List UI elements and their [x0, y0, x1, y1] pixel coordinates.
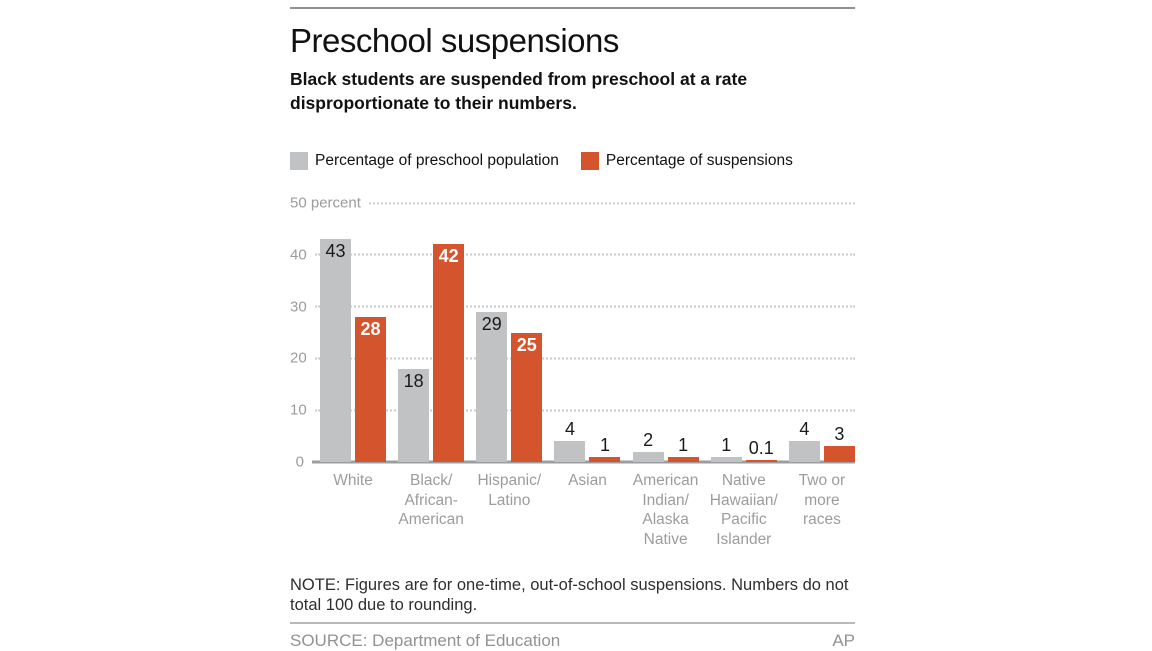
bar-chart: 50 percent 40 30 20 10 0 43 28 White 18 42 Black/ A…: [290, 195, 855, 548]
legend: Percentage of preschool population Perce…: [290, 152, 855, 170]
bar-population: 4: [554, 419, 586, 462]
bar-value-label: 2: [643, 429, 654, 450]
bar-value-label: 1: [678, 434, 689, 455]
category-label: Asian: [568, 472, 607, 489]
bar-groups: 43 28 White 18 42 Black/ African- American 29 2…: [320, 203, 855, 548]
bar-group: 18 42 Black/ African- American: [398, 203, 465, 528]
source-text: SOURCE: Department of Education: [290, 631, 561, 650]
bar-suspensions: 3: [823, 424, 855, 462]
bar-population: 18: [398, 368, 430, 462]
chart-title: Preschool suspensions: [290, 22, 619, 59]
x-axis-baseline: [312, 460, 855, 464]
gridline-row-20: 20: [290, 350, 855, 367]
bar-group: 43 28 White: [320, 203, 386, 489]
legend-item-population: Percentage of preschool population: [290, 152, 559, 170]
top-rule: [290, 7, 855, 9]
bar-suspensions: 28: [355, 316, 386, 462]
bar-value-label: 1: [599, 434, 610, 455]
gridline-row-0: 0: [290, 454, 855, 471]
bottom-rule: [290, 622, 855, 624]
bar-value-label: 25: [516, 334, 537, 355]
bar-value-label: 18: [403, 370, 424, 391]
bar-suspensions: 0.1: [745, 438, 777, 462]
bar-suspensions: 42: [433, 244, 465, 462]
category-label: American Indian/ Alaska Native: [632, 472, 699, 548]
y-tick-label: 0: [295, 453, 304, 471]
category-label: Two or more races: [798, 472, 846, 528]
graphic-container: Preschool suspensions Black students are…: [290, 0, 855, 651]
gridline-row-30: 30: [290, 298, 855, 315]
bar-population: 4: [788, 419, 820, 462]
category-label: Black/ African- American: [398, 472, 464, 528]
y-tick-label: 10: [290, 401, 307, 419]
bar-group: 4 1 Asian: [554, 203, 621, 489]
y-tick-label: 40: [290, 246, 307, 264]
bar-value-label: 43: [325, 241, 346, 262]
credit-text: AP: [832, 631, 855, 650]
bar-population: 1: [710, 435, 742, 462]
bar-population: 29: [476, 311, 508, 462]
bar-value-label: 1: [721, 434, 732, 455]
bar-value-label: 29: [481, 313, 502, 334]
bar-group: 1 0.1 Native Hawaiian/ Pacific Islander: [710, 203, 778, 548]
legend-label-suspensions: Percentage of suspensions: [605, 152, 793, 169]
note-text: NOTE: Figures are for one-time, out-of-s…: [290, 576, 849, 614]
bar-population: 2: [632, 430, 664, 462]
bar-value-label: 42: [438, 246, 459, 267]
bar-population: 43: [320, 239, 351, 462]
gridline-row-40: 40: [290, 246, 855, 263]
gridline: [314, 305, 855, 308]
bar-value-label: 4: [564, 419, 575, 440]
gridline: [314, 253, 855, 256]
category-label: Native Hawaiian/ Pacific Islander: [709, 472, 778, 548]
legend-label-population: Percentage of preschool population: [315, 152, 559, 169]
bar-suspensions: 1: [667, 435, 699, 462]
chart-subtitle: Black students are suspended from presch…: [290, 69, 748, 113]
suspensions-swatch-icon: [580, 152, 599, 170]
population-swatch-icon: [290, 152, 308, 170]
bar-group: 2 1 American Indian/ Alaska Native: [632, 203, 699, 548]
bar-value-label: 0.1: [748, 438, 774, 458]
gridline-row-10: 10: [290, 402, 855, 419]
y-tick-label: 50 percent: [290, 194, 361, 212]
source-row: SOURCE: Department of Education AP: [290, 631, 855, 651]
bar-value-label: 3: [834, 424, 845, 445]
gridline: [368, 202, 855, 204]
category-label: White: [333, 472, 373, 489]
category-label: Hispanic/ Latino: [477, 472, 542, 509]
gridline: [314, 409, 855, 412]
bar-group: 29 25 Hispanic/ Latino: [476, 203, 543, 509]
gridline: [314, 357, 855, 360]
bar-value-label: 4: [799, 419, 810, 440]
bar-group: 4 3 Two or more races: [788, 203, 855, 528]
bar-value-label: 28: [360, 318, 381, 339]
bar-suspensions: 1: [589, 435, 621, 462]
y-tick-label: 20: [290, 349, 307, 367]
bar-suspensions: 25: [511, 332, 543, 462]
y-tick-label: 30: [290, 298, 307, 316]
gridline-row-50: 50 percent: [290, 195, 855, 212]
legend-item-suspensions: Percentage of suspensions: [580, 152, 793, 170]
